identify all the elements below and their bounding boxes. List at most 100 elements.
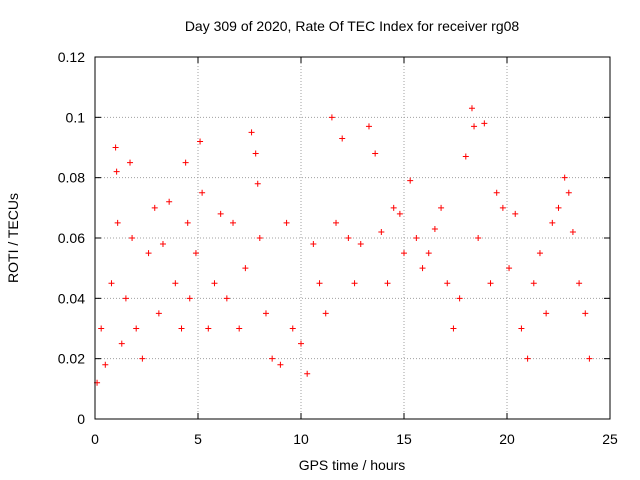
data-point [139, 355, 146, 362]
x-tick-label: 20 [499, 431, 515, 447]
data-point [242, 265, 249, 272]
data-point [113, 168, 120, 175]
y-tick-label: 0.06 [58, 230, 85, 246]
x-axis-ticks: 0 5 10 15 20 25 [91, 57, 618, 447]
y-axis-label: ROTI / TECUs [5, 193, 21, 283]
data-point [98, 325, 105, 332]
data-point [396, 210, 403, 217]
data-point [269, 355, 276, 362]
data-point [197, 138, 204, 145]
data-point [151, 204, 158, 211]
data-point [384, 280, 391, 287]
data-point [230, 219, 237, 226]
data-point [217, 210, 224, 217]
data-point [530, 280, 537, 287]
data-point [322, 310, 329, 317]
data-point [561, 174, 568, 181]
data-point [283, 219, 290, 226]
data-point [419, 265, 426, 272]
data-point [499, 204, 506, 211]
data-point [407, 177, 414, 184]
data-point [182, 159, 189, 166]
data-point [549, 219, 556, 226]
data-point [155, 310, 162, 317]
y-tick-label: 0.04 [58, 290, 85, 306]
data-point [277, 361, 284, 368]
data-point [378, 228, 385, 235]
y-tick-label: 0.08 [58, 170, 85, 186]
y-tick-label: 0.02 [58, 351, 85, 367]
data-point [536, 250, 543, 257]
data-point [493, 189, 500, 196]
data-point [289, 325, 296, 332]
data-point [481, 120, 488, 127]
x-tick-label: 25 [602, 431, 618, 447]
data-point [413, 235, 420, 241]
data-point [166, 198, 173, 205]
x-tick-label: 0 [91, 431, 99, 447]
data-point [304, 370, 311, 377]
data-point [254, 180, 261, 187]
data-point [351, 280, 358, 287]
data-point [462, 153, 469, 160]
data-point [256, 235, 263, 241]
data-point [425, 250, 432, 257]
data-point [450, 325, 457, 332]
data-point [122, 295, 129, 302]
y-tick-label: 0.12 [58, 49, 85, 65]
data-point [236, 325, 243, 332]
data-point [506, 265, 513, 272]
data-point [401, 250, 407, 257]
data-point [178, 325, 185, 332]
data-point [333, 219, 340, 226]
data-point [252, 150, 259, 157]
data-point [431, 225, 438, 232]
data-point [438, 204, 445, 211]
data-point [487, 280, 494, 287]
data-point [569, 228, 576, 235]
data-point [471, 123, 478, 130]
y-tick-label: 0.1 [66, 109, 86, 125]
data-point [114, 219, 121, 226]
data-point [223, 295, 230, 302]
x-axis-label: GPS time / hours [299, 457, 406, 473]
data-point [444, 280, 451, 287]
data-point [475, 235, 482, 241]
data-point [192, 250, 199, 257]
x-tick-label: 10 [293, 431, 309, 447]
x-tick-label: 5 [194, 431, 202, 447]
data-point [339, 135, 346, 142]
data-point [357, 241, 364, 248]
data-point [524, 355, 531, 362]
data-point [248, 129, 255, 136]
data-point [145, 250, 152, 257]
y-axis-ticks: 0 0.02 0.04 0.06 0.08 0.1 0.12 [58, 49, 610, 427]
data-point [365, 123, 372, 130]
data-point [118, 340, 125, 347]
data-point [328, 114, 335, 121]
data-point [112, 144, 119, 151]
data-point [199, 189, 206, 196]
data-point [108, 280, 115, 287]
data-point [576, 280, 583, 287]
data-point [159, 241, 166, 248]
data-point [310, 241, 317, 248]
data-point [345, 235, 352, 241]
data-point [456, 295, 463, 302]
data-points [94, 105, 593, 386]
data-point [390, 204, 397, 211]
data-point [565, 189, 572, 196]
data-point [512, 210, 519, 217]
data-point [586, 355, 593, 362]
data-point [127, 159, 134, 166]
data-point [582, 310, 589, 317]
data-point [186, 295, 193, 302]
data-point [172, 280, 179, 287]
data-point [211, 280, 218, 287]
data-point [298, 340, 304, 347]
grid-lines [95, 57, 610, 419]
data-point [518, 325, 525, 332]
x-tick-label: 15 [396, 431, 412, 447]
data-point [316, 280, 323, 287]
